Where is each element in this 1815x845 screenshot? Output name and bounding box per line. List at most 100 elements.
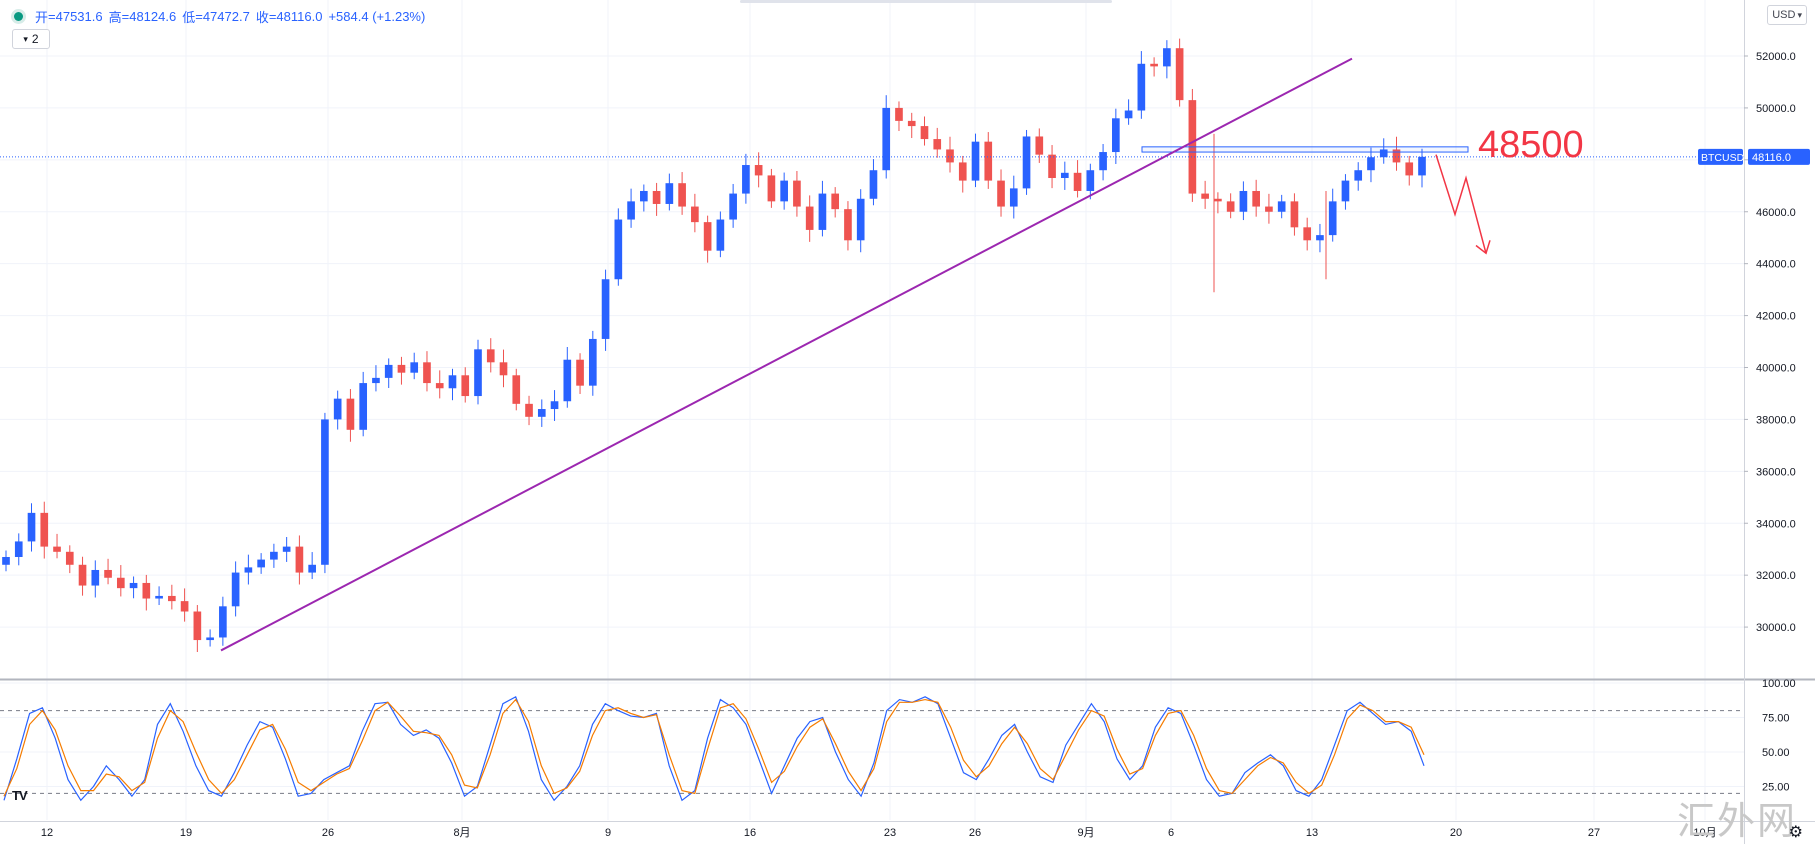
candle <box>1379 138 1388 164</box>
candle-body <box>1418 156 1426 176</box>
chevron-down-icon: ▾ <box>1797 9 1802 20</box>
candle-body <box>410 362 419 373</box>
candle <box>1137 51 1146 119</box>
candle <box>1022 129 1031 195</box>
resistance-zone[interactable] <box>1141 146 1469 153</box>
candle-body <box>244 567 253 573</box>
candle-body <box>627 201 635 220</box>
gear-icon[interactable]: ⚙ <box>1788 824 1803 841</box>
candle-body <box>1048 154 1056 179</box>
y-tick-label: 36000.0 <box>1756 466 1796 478</box>
y-tick-label: 52000.0 <box>1756 51 1796 63</box>
high-value: =48124.6 <box>121 9 177 24</box>
candle-body <box>1009 188 1018 207</box>
candle-body <box>321 419 329 565</box>
candle <box>1316 223 1324 253</box>
candle <box>703 215 712 263</box>
candle <box>627 188 635 228</box>
candle <box>27 503 36 552</box>
candle-body <box>716 219 725 251</box>
x-tick-label: 8月 <box>453 827 470 839</box>
candle-body <box>818 193 827 230</box>
currency-label: USD <box>1772 9 1796 21</box>
candle <box>767 168 776 208</box>
tradingview-logo-icon[interactable]: TV <box>12 788 28 803</box>
low-label: 低 <box>182 10 196 25</box>
candle <box>244 554 253 585</box>
currency-select[interactable]: USD ▾ <box>1767 5 1807 25</box>
top-drag-handle[interactable] <box>740 0 1112 3</box>
candle-body <box>486 349 495 363</box>
indicators-toggle-button[interactable]: ▾ 2 <box>12 29 50 49</box>
candle <box>1303 217 1312 251</box>
candle <box>40 501 49 559</box>
candle <box>716 211 725 258</box>
candle-body <box>1265 206 1273 212</box>
candle-body <box>754 165 763 176</box>
candle-body <box>333 398 342 420</box>
candle-body <box>1392 149 1401 163</box>
stoch-y-tick-label: 75.00 <box>1762 713 1790 725</box>
candle-body <box>142 582 151 599</box>
candle-body <box>767 175 776 202</box>
y-tick-label: 44000.0 <box>1756 259 1796 271</box>
candle-body <box>1175 48 1184 101</box>
candle <box>474 339 482 405</box>
candle <box>1048 145 1056 189</box>
close-label: 收 <box>255 10 269 25</box>
candle <box>780 172 788 210</box>
candle <box>155 586 163 606</box>
candle <box>206 629 214 647</box>
candle <box>1163 40 1171 79</box>
candle <box>1112 108 1120 164</box>
candle-body <box>461 375 470 397</box>
candle-body <box>168 595 176 602</box>
candle <box>1252 179 1260 217</box>
candle <box>588 330 597 396</box>
candle <box>1328 188 1337 242</box>
candle <box>818 180 827 237</box>
ohlc-legend: 开 =47531.6 高 =48124.6 低 =47472.7 收 =48116.0 … <box>14 7 425 26</box>
candle-body <box>1073 172 1082 191</box>
x-tick-label: 6 <box>1168 827 1174 839</box>
forecast-arrow[interactable] <box>1435 154 1487 254</box>
candle <box>423 351 431 392</box>
price-tag <box>1748 148 1810 165</box>
candle <box>1290 193 1299 236</box>
candle <box>499 349 508 388</box>
candle-body <box>805 206 814 230</box>
chevron-down-icon: ▾ <box>23 33 28 44</box>
candle <box>614 208 623 286</box>
candle-body <box>576 359 584 386</box>
candle <box>537 399 546 427</box>
candle-body <box>844 209 852 241</box>
candle <box>946 136 954 173</box>
trendline[interactable] <box>220 57 1353 652</box>
candle-body <box>270 551 278 560</box>
candle <box>805 195 814 242</box>
x-tick-label: 16 <box>744 827 756 839</box>
x-tick-label: 10月 <box>1693 827 1716 839</box>
candle-body <box>971 141 980 181</box>
candle-body <box>1316 235 1324 241</box>
candle <box>193 605 202 653</box>
candle-body <box>869 170 878 199</box>
candle <box>53 533 61 559</box>
y-tick-label: 42000.0 <box>1756 311 1796 323</box>
candle-body <box>155 595 163 599</box>
candle-body <box>640 190 648 202</box>
candle <box>1009 175 1018 219</box>
candle <box>1418 148 1426 188</box>
candle-body <box>1099 152 1107 171</box>
y-tick-label: 32000.0 <box>1756 570 1796 582</box>
candle-body <box>231 572 240 607</box>
candle <box>104 558 112 585</box>
candle-body <box>1290 201 1299 228</box>
candle-body <box>652 190 661 204</box>
candle-body <box>1035 136 1044 155</box>
x-tick-label: 23 <box>884 827 896 839</box>
candle-body <box>372 377 380 384</box>
candle-body <box>958 162 967 181</box>
candle <box>525 395 533 426</box>
